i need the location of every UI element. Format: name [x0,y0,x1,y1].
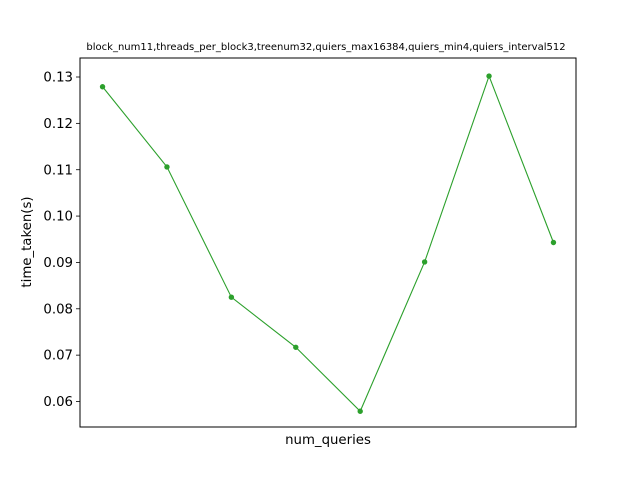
y-axis-title: time_taken(s) [20,196,35,287]
y-tick-label: 0.12 [43,117,73,132]
data-point [486,73,492,79]
y-tick-label: 0.07 [43,349,73,364]
y-tick-label: 0.06 [43,395,73,410]
data-point [164,164,170,170]
data-point [421,259,428,265]
data-point [550,239,557,246]
data-point [293,344,299,350]
y-axis: 0.06 0.07 0.08 0.09 0.10 0.11 0.12 0.13 [43,71,80,410]
x-axis-title: num_queries [285,433,371,448]
data-point [99,84,106,90]
y-tick-label: 0.09 [43,256,73,271]
y-tick-label: 0.11 [43,163,73,178]
data-point [228,294,235,300]
y-tick-label: 0.08 [43,302,73,317]
series-line [102,74,554,413]
y-tick-label: 0.13 [43,71,73,86]
data-point [357,408,363,414]
series-layer [99,73,557,414]
plot-area-frame [79,57,577,428]
y-tick-label: 0.10 [43,210,73,225]
chart-title: block_num11,threads_per_block3,treenum32… [86,42,565,53]
